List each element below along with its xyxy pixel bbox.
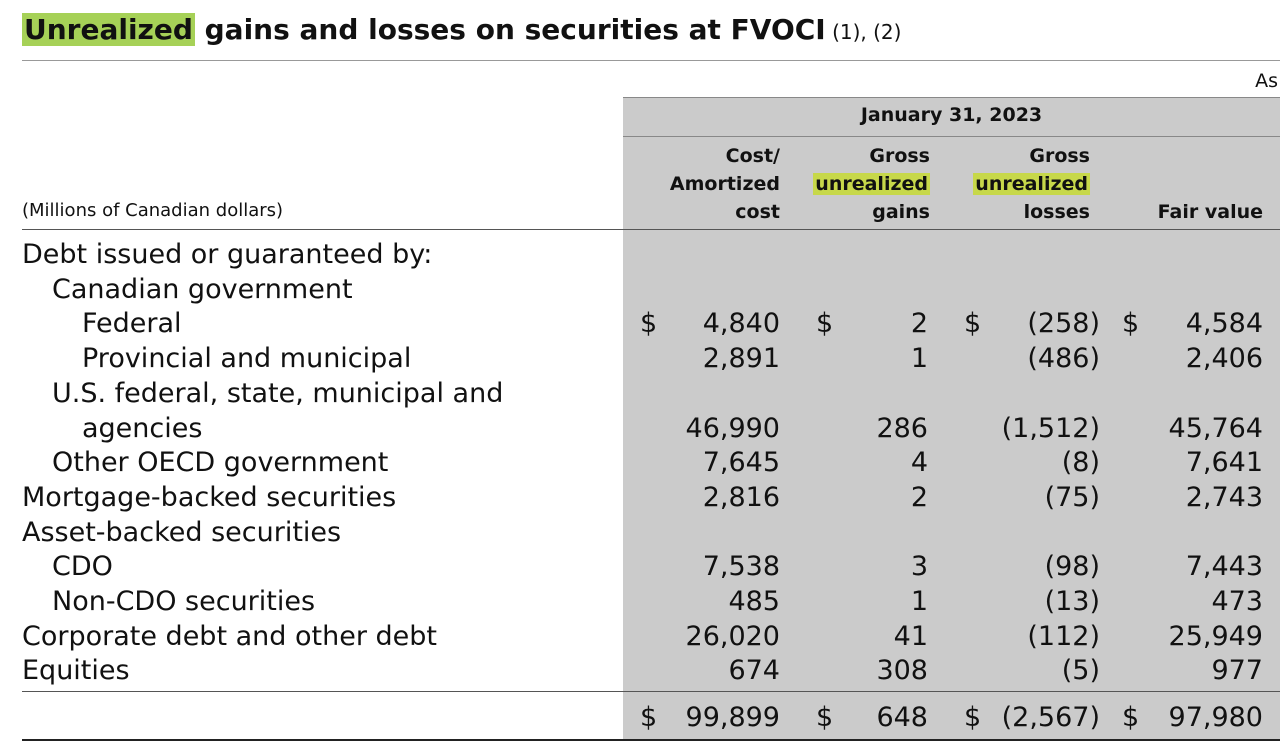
title-footnotes: (1), (2) bbox=[825, 20, 902, 44]
row-label: Non-CDO securities bbox=[52, 586, 316, 617]
losses-value: (486) bbox=[1027, 343, 1100, 375]
cost-value: 4,840 bbox=[702, 308, 780, 340]
fair-value: 2,743 bbox=[1185, 481, 1263, 513]
row-label: Canadian government bbox=[52, 273, 353, 305]
losses-value: (5) bbox=[1061, 655, 1100, 687]
col-header-fair-value: Fair value bbox=[1157, 201, 1263, 223]
gains-value: 308 bbox=[876, 655, 928, 687]
losses-value: (75) bbox=[1044, 481, 1100, 513]
currency-symbol: $ bbox=[964, 308, 982, 340]
row-label: Provincial and municipal bbox=[82, 343, 412, 375]
gains-value: 286 bbox=[876, 412, 928, 444]
row-label: Mortgage-backed securities bbox=[22, 481, 397, 513]
table-row: CDO 7,538 3 (98) 7,443 bbox=[0, 549, 1280, 584]
bottom-rule bbox=[22, 739, 1280, 741]
fair-value: 7,443 bbox=[1185, 551, 1263, 583]
cost-value: 7,645 bbox=[702, 447, 780, 479]
period-date: January 31, 2023 bbox=[860, 104, 1043, 126]
losses-value: (98) bbox=[1044, 551, 1100, 583]
row-label: Asset-backed securities bbox=[22, 516, 342, 548]
losses-value: (258) bbox=[1027, 308, 1100, 340]
as-of-label: As bbox=[1255, 70, 1278, 92]
row-label: Corporate debt and other debt bbox=[22, 620, 437, 652]
table-row: Equities 674 308 (5) 977 bbox=[0, 653, 1280, 688]
total-currency-losses: $ bbox=[964, 702, 982, 733]
total-currency-gains: $ bbox=[816, 702, 834, 733]
currency-symbol: $ bbox=[640, 308, 658, 340]
shaded-column-block bbox=[623, 97, 1280, 740]
total-rule bbox=[22, 691, 1280, 692]
row-label: U.S. federal, state, municipal and bbox=[52, 377, 504, 409]
losses-value: (13) bbox=[1044, 586, 1100, 617]
gains-value: 1 bbox=[910, 343, 928, 375]
fair-value: 977 bbox=[1211, 655, 1263, 687]
row-label: agencies bbox=[82, 412, 203, 444]
total-losses: (2,567) bbox=[1001, 702, 1100, 733]
row-label: CDO bbox=[52, 551, 113, 583]
gains-value: 1 bbox=[910, 586, 928, 617]
fair-value: 25,949 bbox=[1168, 620, 1263, 652]
title-highlight: Unrealized bbox=[22, 13, 195, 46]
gains-value: 4 bbox=[910, 447, 928, 479]
losses-value: (1,512) bbox=[1001, 412, 1100, 444]
total-fair: 97,980 bbox=[1168, 702, 1263, 733]
cost-value: 2,816 bbox=[702, 481, 780, 513]
cost-value: 674 bbox=[728, 655, 780, 687]
col-header-cost: Cost/ Amortized cost bbox=[669, 145, 780, 223]
gains-value: 2 bbox=[910, 308, 928, 340]
row-label: Debt issued or guaranteed by: bbox=[22, 239, 433, 270]
total-row: $ 99,899 $ 648 $ (2,567) $ 97,980 bbox=[0, 700, 1280, 735]
fair-value: 2,406 bbox=[1185, 343, 1263, 375]
gains-value: 3 bbox=[910, 551, 928, 583]
table-row: Other OECD government 7,645 4 (8) 7,641 bbox=[0, 445, 1280, 480]
table-row: Corporate debt and other debt 26,020 41 (11… bbox=[0, 619, 1280, 654]
col-header-losses: Gross unrealized losses bbox=[973, 145, 1090, 223]
gains-value: 41 bbox=[893, 620, 928, 652]
date-rule bbox=[623, 136, 1280, 137]
fair-value: 473 bbox=[1211, 586, 1263, 617]
row-label: Federal bbox=[82, 308, 182, 340]
cost-value: 2,891 bbox=[702, 343, 780, 375]
table-row: Provincial and municipal 2,891 1 (486) 2,406 bbox=[0, 341, 1280, 376]
total-currency-cost: $ bbox=[640, 702, 658, 733]
losses-value: (112) bbox=[1027, 620, 1100, 652]
table-row: Mortgage-backed securities 2,816 2 (75) 2,74… bbox=[0, 480, 1280, 515]
title-rule bbox=[22, 60, 1280, 61]
total-gains: 648 bbox=[876, 702, 928, 733]
table-row: Canadian government bbox=[0, 272, 1280, 307]
col-header-gains: Gross unrealized gains bbox=[813, 145, 930, 223]
currency-symbol: $ bbox=[816, 308, 834, 340]
fair-value: 45,764 bbox=[1168, 412, 1263, 444]
table-row: Debt issued or guaranteed by: bbox=[0, 237, 1280, 272]
table-row: Non-CDO securities 485 1 (13) 473 bbox=[0, 584, 1280, 619]
row-label: Equities bbox=[22, 655, 130, 687]
shade-border bbox=[623, 97, 1280, 98]
table-title: Unrealized gains and losses on securitie… bbox=[22, 8, 901, 52]
total-currency-fair: $ bbox=[1122, 702, 1140, 733]
cost-value: 46,990 bbox=[685, 412, 780, 444]
total-cost: 99,899 bbox=[685, 702, 780, 733]
table-row: Asset-backed securities bbox=[0, 515, 1280, 550]
fair-value: 7,641 bbox=[1185, 447, 1263, 479]
cost-value: 485 bbox=[728, 586, 780, 617]
cost-value: 26,020 bbox=[685, 620, 780, 652]
currency-symbol: $ bbox=[1122, 308, 1140, 340]
header-rule bbox=[22, 229, 1280, 230]
unit-label: (Millions of Canadian dollars) bbox=[22, 200, 284, 221]
title-text: gains and losses on securities at FVOCI bbox=[194, 13, 826, 46]
table-row: U.S. federal, state, municipal and bbox=[0, 376, 1280, 411]
table-row: agencies 46,990 286 (1,512) 45,764 bbox=[0, 411, 1280, 446]
cost-value: 7,538 bbox=[702, 551, 780, 583]
fair-value: 4,584 bbox=[1185, 308, 1263, 340]
losses-value: (8) bbox=[1061, 447, 1100, 479]
gains-value: 2 bbox=[910, 481, 928, 513]
table-row: Federal $ $ $ $4,840 2 (258) 4,584 bbox=[0, 306, 1280, 341]
row-label: Other OECD government bbox=[52, 447, 389, 479]
